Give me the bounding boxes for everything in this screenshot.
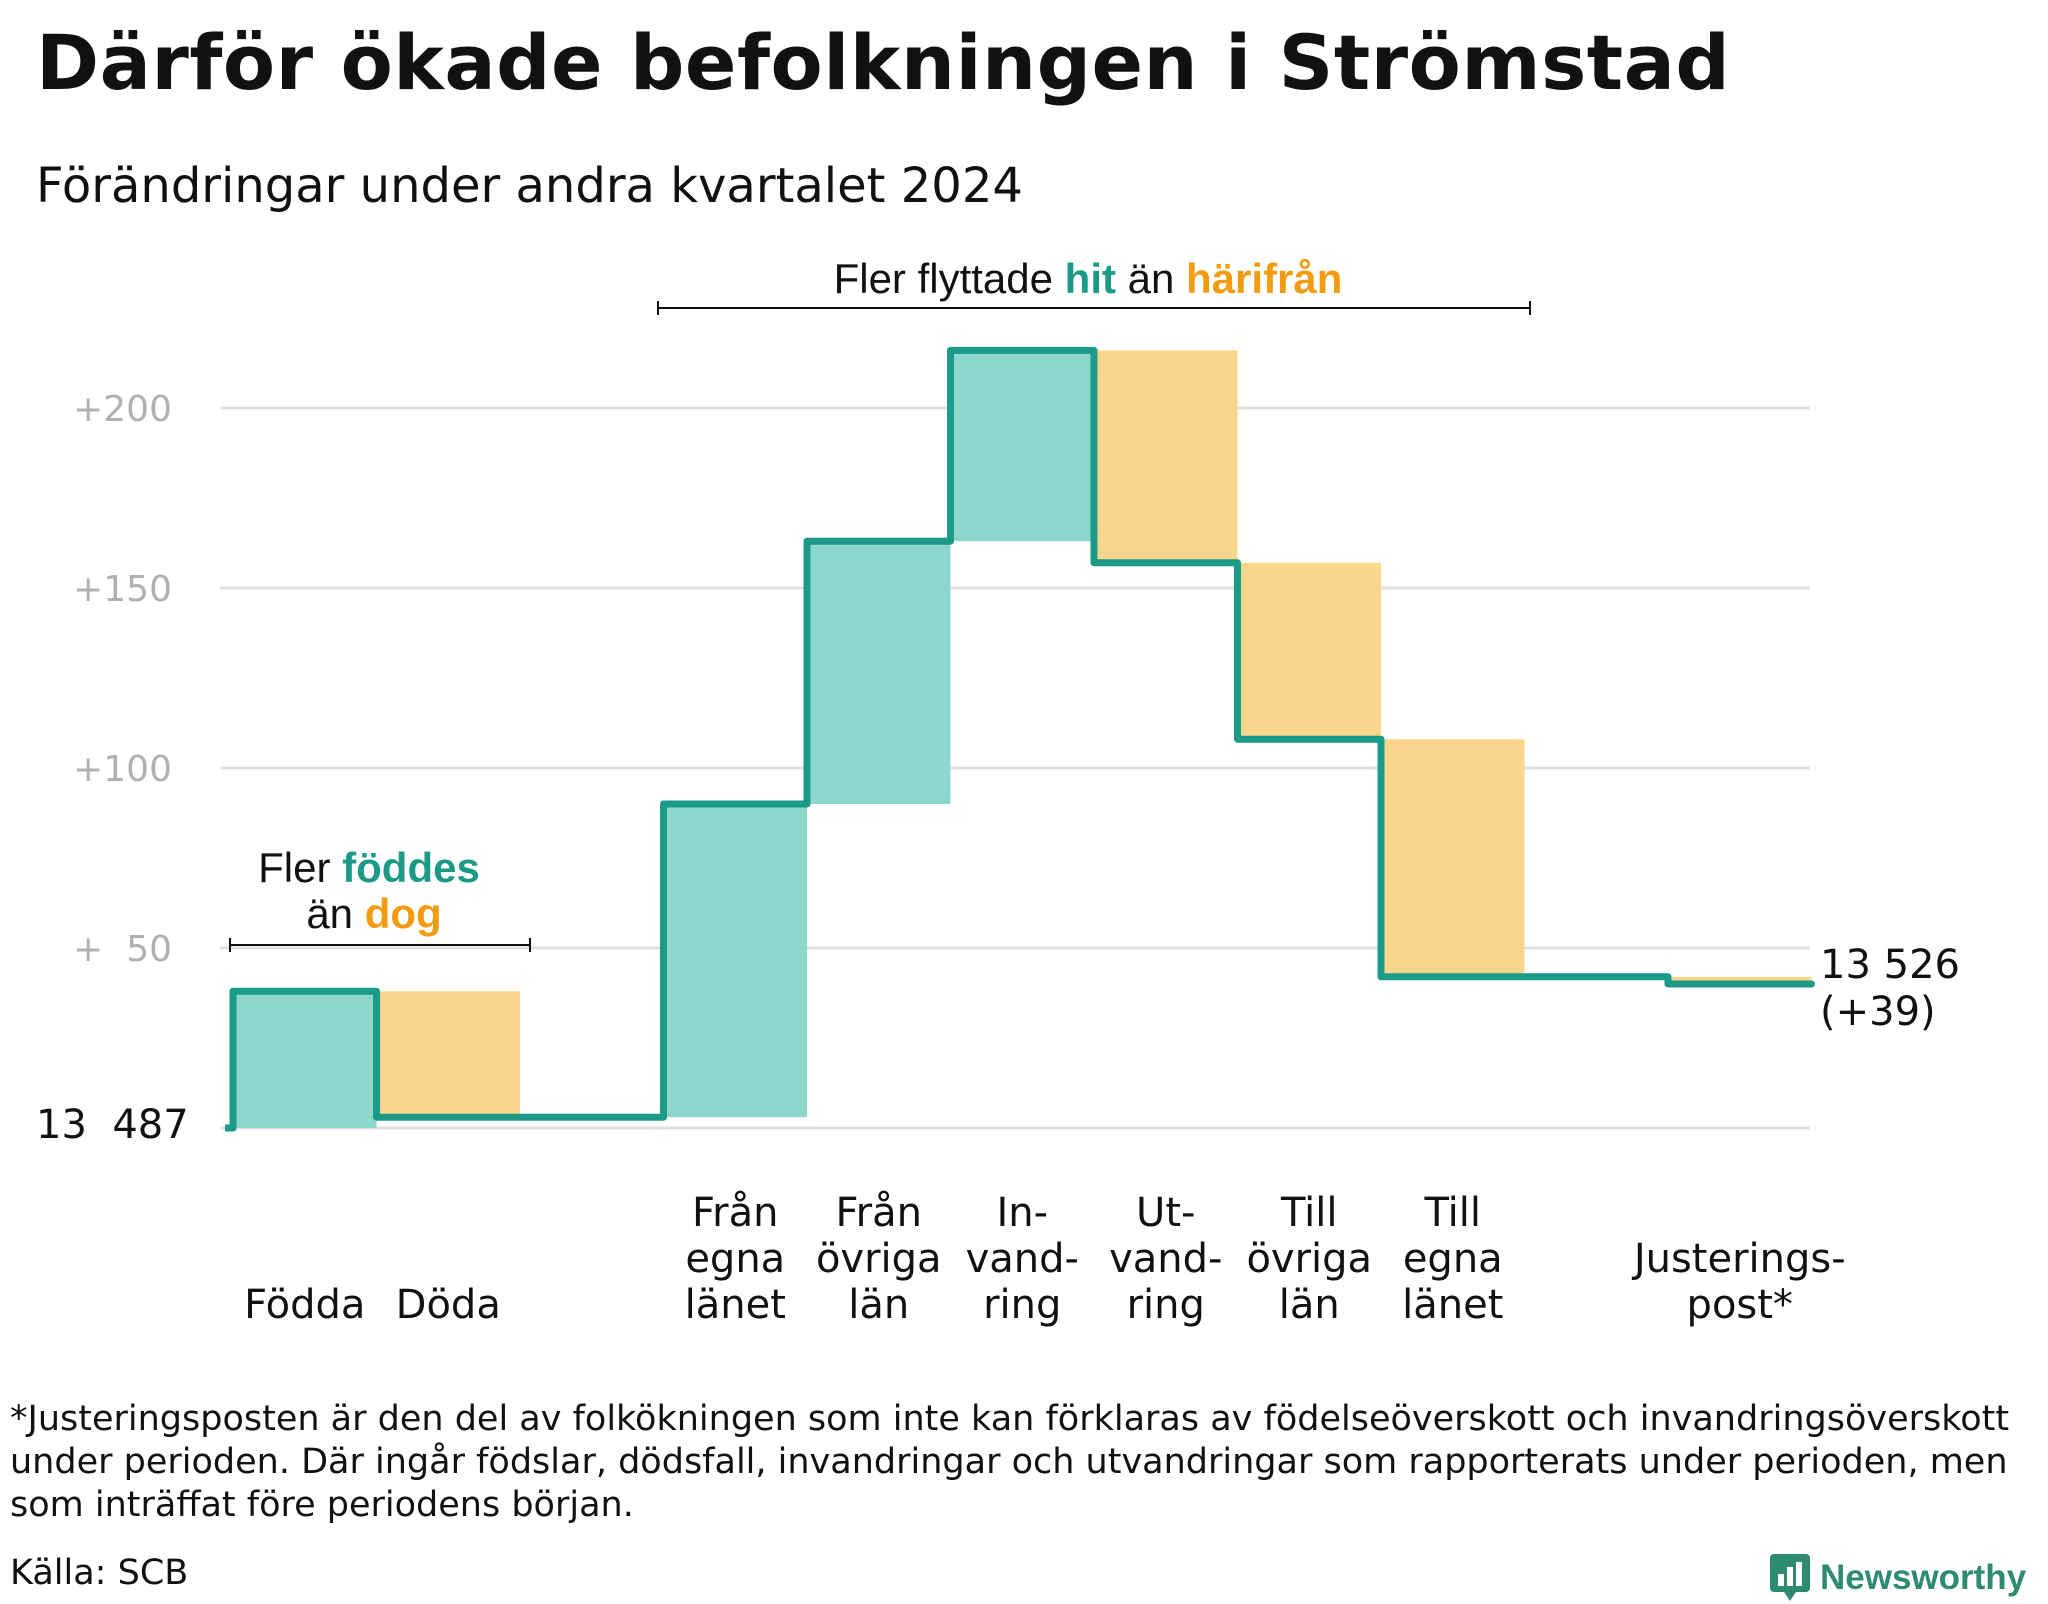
births-annotation-prefix: Fler <box>258 844 342 891</box>
grid-lines <box>220 406 1810 1130</box>
x-tick-label: Till <box>1423 1190 1481 1236</box>
bars <box>233 350 1812 1128</box>
x-tick-label: övriga <box>816 1236 942 1282</box>
end-value-label: 13 526 (+39) <box>1820 942 1973 1035</box>
bar-frånegnalänet <box>663 804 807 1118</box>
x-tick-label: vand- <box>1109 1236 1222 1282</box>
x-tick-label: egna <box>685 1236 785 1282</box>
newsworthy-logo-icon <box>1770 1554 1810 1601</box>
chart-title: Därför ökade befolkningen i Strömstad <box>36 18 1731 107</box>
cumulative-line <box>225 346 1815 1132</box>
bar-tillegnalänet <box>1381 739 1525 977</box>
x-axis-labels: Födda DödaFrånegnalänetFrånövrigalänIn-va… <box>244 1190 1846 1328</box>
migration-annotation: Fler flyttade hit än härifrån <box>657 255 1531 315</box>
y-tick-label: +100 <box>73 749 172 790</box>
births-bracket <box>229 938 531 952</box>
x-tick-label: Justerings- <box>1631 1236 1846 1282</box>
x-tick-label: övriga <box>1246 1236 1372 1282</box>
bar-utvandring <box>1094 350 1238 563</box>
deaths-annotation-highlight: dog <box>365 890 442 937</box>
x-tick-label: län <box>1279 1282 1340 1328</box>
end-value: 13 526 <box>1820 942 1960 988</box>
bar-födda <box>233 991 377 1128</box>
x-tick-label: länet <box>1402 1282 1503 1328</box>
x-tick-label: In- <box>996 1190 1048 1236</box>
brand-name: Newsworthy <box>1820 1558 2027 1597</box>
migration-bracket <box>657 301 1531 315</box>
x-tick-label: egna <box>1403 1236 1503 1282</box>
x-tick-label: Födda <box>244 1282 365 1328</box>
x-tick-label: vand- <box>966 1236 1079 1282</box>
x-tick-label: ring <box>983 1282 1061 1328</box>
y-tick-label: + 50 <box>73 929 172 970</box>
bar-frånövrigalän <box>807 541 951 804</box>
x-tick-label: Till <box>1280 1190 1338 1236</box>
migration-annotation-hit: hit <box>1065 255 1116 302</box>
migration-annotation-harifran: härifrån <box>1186 255 1342 302</box>
step-line <box>225 346 1815 1132</box>
svg-text:Fler flyttade hit än härifrån: Fler flyttade hit än härifrån <box>834 255 1343 302</box>
migration-annotation-middle: än <box>1116 255 1186 302</box>
deaths-annotation-prefix: än <box>306 890 364 937</box>
x-tick-label: ring <box>1127 1282 1205 1328</box>
y-tick-label: +200 <box>73 389 172 430</box>
migration-annotation-prefix: Fler flyttade <box>834 255 1065 302</box>
x-tick-label: Från <box>692 1190 778 1236</box>
chart-subtitle: Förändringar under andra kvartalet 2024 <box>36 158 1023 214</box>
births-annotation: Fler föddes än dog <box>229 844 531 952</box>
x-tick-label: Från <box>836 1190 922 1236</box>
bar-invandring <box>950 350 1094 542</box>
brand-logo: Newsworthy <box>1770 1552 2026 1604</box>
x-tick-label: länet <box>685 1282 786 1328</box>
x-tick-label: län <box>848 1282 909 1328</box>
x-tick-label: Döda <box>396 1282 501 1328</box>
svg-text:än dog: än dog <box>306 890 441 937</box>
births-annotation-highlight: föddes <box>342 844 480 891</box>
y-tick-label: +150 <box>73 569 172 610</box>
x-tick-label: Ut- <box>1136 1190 1195 1236</box>
y-tick-labels: +200 +150 +100 + 50 <box>73 389 172 970</box>
end-change: (+39) <box>1820 989 1936 1035</box>
footnote: *Justeringsposten är den del av folkökni… <box>10 1399 2010 1525</box>
bar-tillövrigalän <box>1237 562 1381 740</box>
bar-döda <box>376 991 520 1118</box>
start-value-label: 13 487 <box>36 1102 189 1148</box>
svg-text:Fler föddes: Fler föddes <box>258 844 480 891</box>
x-tick-label: post* <box>1687 1282 1793 1328</box>
source-label: Källa: SCB <box>10 1553 189 1593</box>
bar-justeringspost <box>1668 976 1812 984</box>
